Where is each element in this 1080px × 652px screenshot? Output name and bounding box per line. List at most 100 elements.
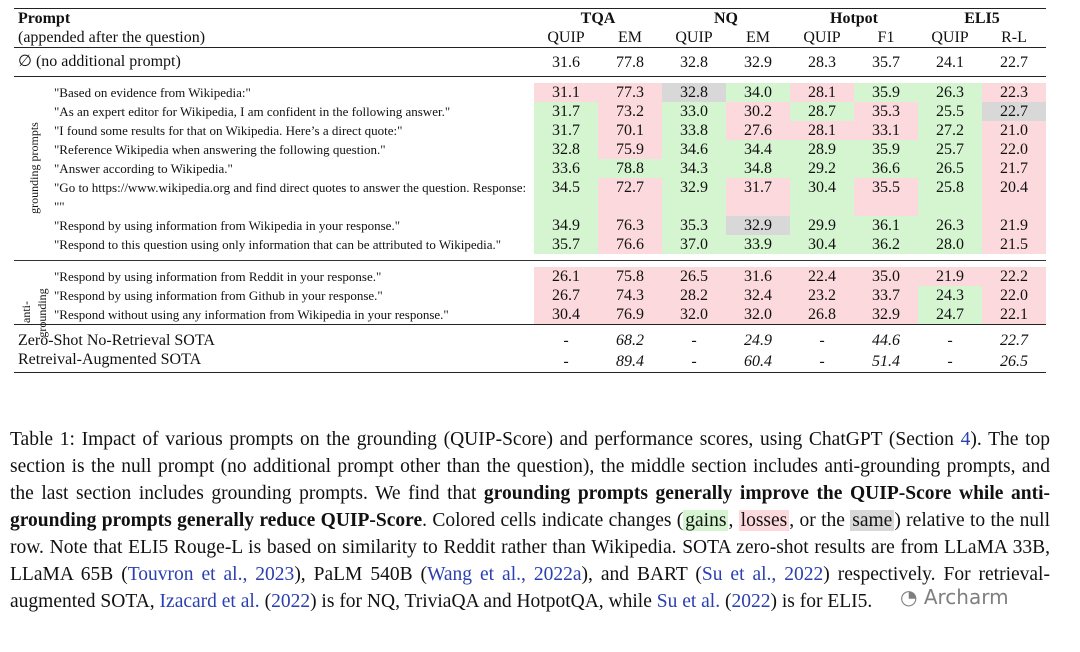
caption-text: ( [720,591,732,612]
cell: 22.7 [982,47,1046,77]
grounding-side-label: grounding prompts [27,122,41,214]
cell: 32.8 [662,47,726,77]
table-row: "I found some results for that on Wikipe… [14,121,1046,140]
cell: 26.3 [918,216,982,235]
cell: - [947,332,953,349]
prompt-text: "Answer according to Wikipedia." [54,161,233,176]
caption-text: ). The top section is the null prompt (n… [10,429,1050,504]
prompt-text: "Respond by using information from Githu… [54,288,383,303]
citation-link[interactable]: Su et al., 2022 [701,564,824,585]
citation-link[interactable]: 2022 [731,591,771,612]
caption-text: ), and BART ( [581,564,702,585]
prompt-header: Prompt [14,8,534,28]
cell: 22.7 [982,102,1046,121]
citation-link[interactable]: Izacard et al. [159,591,260,612]
table-caption: Table 1: Impact of various prompts on th… [10,426,1050,615]
cell: 27.2 [918,121,982,140]
cell: 32.9 [726,47,790,77]
results-table: Prompt TQA NQ Hotpot ELI5 (appended afte… [14,8,1046,373]
caption-text: , or the [789,510,851,531]
cell: 30.2 [726,102,790,121]
section-link[interactable]: 4 [960,429,971,450]
subheader-row: (appended after the question) QUIP EM QU… [14,28,1046,48]
cell: 32.0 [726,305,790,325]
cell: 25.5 [918,102,982,121]
cell: 70.1 [598,121,662,140]
table-row: "As an expert editor for Wikipedia, I am… [14,102,1046,121]
cell: 33.0 [662,102,726,121]
cell: 89.4 [598,350,662,373]
subcol: QUIP [918,28,982,48]
cell: 35.7 [534,235,598,254]
cell: 31.7 [534,121,598,140]
cell: 26.8 [790,305,854,325]
cell: 32.9 [854,305,918,325]
wechat-icon: ◔ [900,585,918,609]
group-eli5: ELI5 [918,8,1046,28]
cell: 60.4 [726,350,790,373]
cell: 21.9 [918,267,982,286]
cell: 23.2 [790,286,854,305]
cell: 35.7 [854,47,918,77]
prompt-text: "Respond to this question using only inf… [54,237,502,252]
cell: - [534,350,598,373]
cell: 29.9 [790,216,854,235]
cell: - [918,350,982,373]
cell: 37.0 [662,235,726,254]
citation-link[interactable]: 2022 [271,591,311,612]
cell: 24.3 [918,286,982,305]
losses-swatch: losses [738,510,790,531]
cell: 28.9 [790,140,854,159]
watermark: ◔ Archarm [900,585,1009,609]
cell: 34.9 [534,216,598,235]
anti-side-label-1: anti- [19,301,33,323]
cell: 34.0 [726,83,790,102]
cell: 22.2 [982,267,1046,286]
cell: 32.0 [662,305,726,325]
prompt-text: "Go to https://www.wikipedia.org and fin… [14,178,534,216]
subcol: QUIP [534,28,598,48]
cell: 34.4 [726,140,790,159]
group-nq: NQ [662,8,790,28]
cell: 76.6 [598,235,662,254]
caption-text: ) respectively. For retrieval-augmented … [10,564,1050,612]
cell: 21.7 [982,159,1046,178]
prompt-text: "Respond by using information from Reddi… [54,269,382,284]
cell: 24.1 [918,47,982,77]
cell: 35.3 [854,102,918,121]
cell: 24.9 [744,332,772,349]
prompt-text: "I found some results for that on Wikipe… [54,123,403,138]
citation-link[interactable]: Touvron et al., 2023 [127,564,295,585]
cell: 32.9 [726,216,790,235]
cell: 28.0 [918,235,982,254]
cell: 36.1 [854,216,918,235]
cell: 30.4 [790,178,854,216]
cell: 32.4 [726,286,790,305]
cell: 76.3 [598,216,662,235]
sota-row: Retreival-Augmented SOTA - 89.4 - 60.4 -… [14,350,1046,373]
cell: 36.6 [854,159,918,178]
cell: 34.5 [534,178,598,216]
cell: 31.7 [726,178,790,216]
cell: 28.3 [790,47,854,77]
prompt-text: "Respond without using any information f… [14,305,534,325]
prompt-subheader: (appended after the question) [14,28,534,48]
caption-text: , [728,510,739,531]
null-row: ∅ (no additional prompt) 31.6 77.8 32.8 … [14,47,1046,77]
cell: 26.5 [982,350,1046,373]
cell: 22.7 [1000,332,1028,349]
prompt-text: "As an expert editor for Wikipedia, I am… [54,104,451,119]
cell: - [662,350,726,373]
cell: 22.0 [982,140,1046,159]
cell: 33.1 [854,121,918,140]
caption-text: ), PaLM 540B ( [294,564,428,585]
cell: 26.5 [918,159,982,178]
cell: 28.2 [662,286,726,305]
citation-link[interactable]: Wang et al., 2022a [427,564,582,585]
cell: 36.2 [854,235,918,254]
sota-label: Retreival-Augmented SOTA [14,350,534,373]
prompt-text: "Based on evidence from Wikipedia:" [54,85,251,100]
citation-link[interactable]: Su et al. [656,591,721,612]
cell: - [563,332,569,349]
